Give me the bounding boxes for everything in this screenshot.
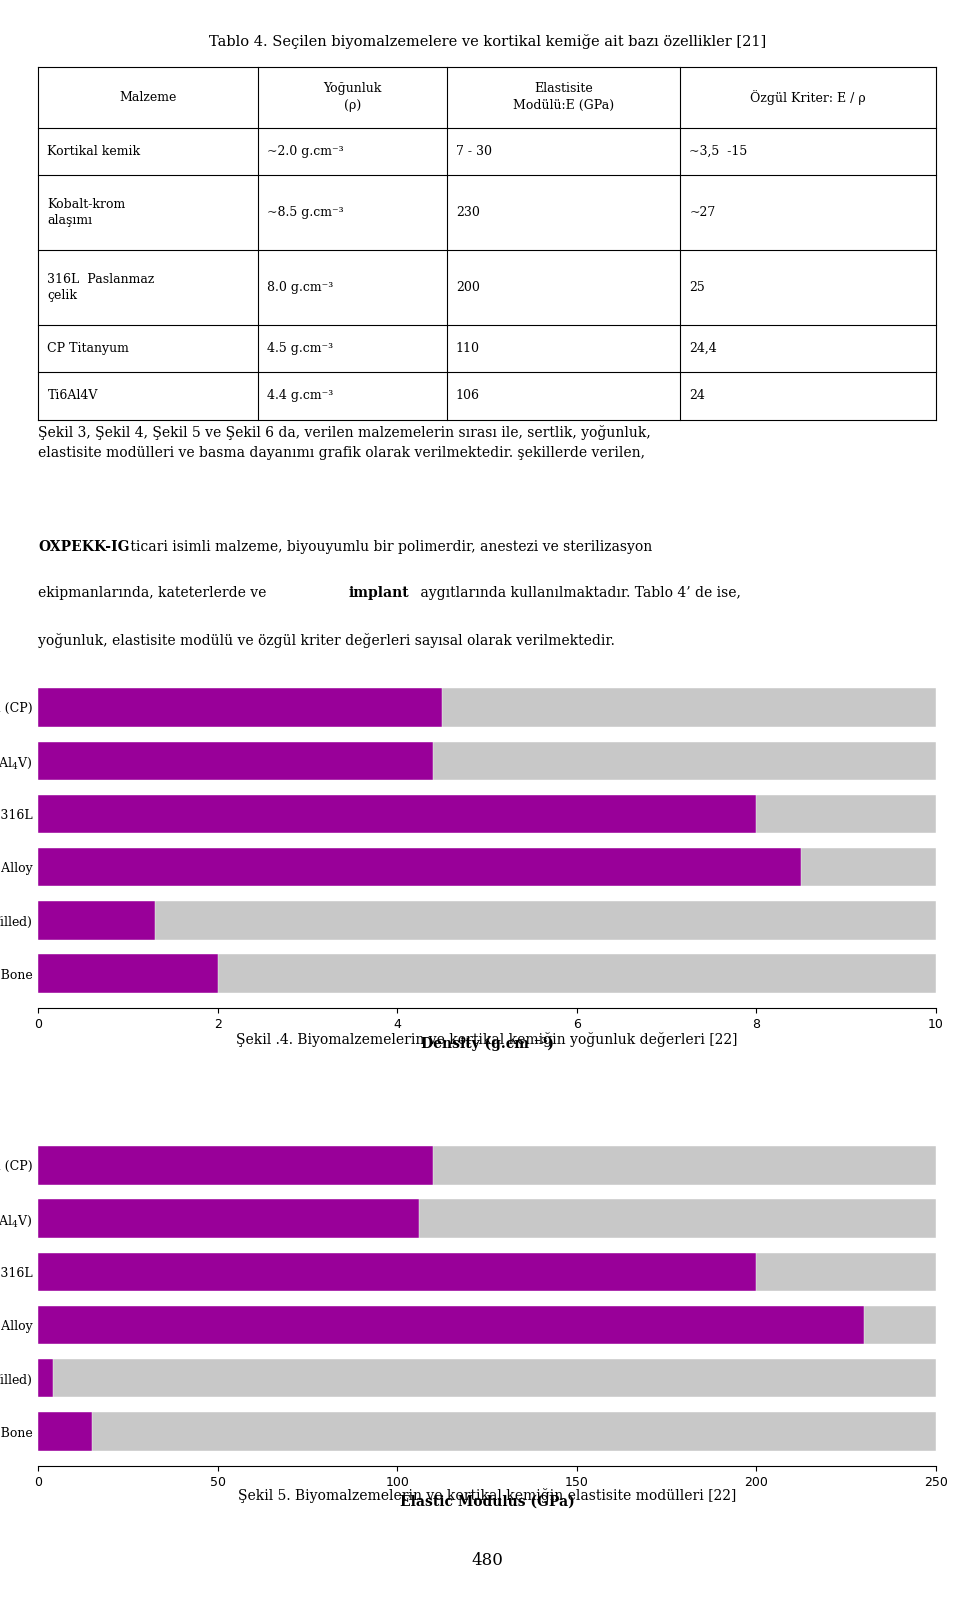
Bar — [38, 1252, 936, 1290]
Bar — [38, 795, 756, 834]
Bar — [38, 955, 218, 993]
Text: Şekil .4. Biyomalzemelerin ve kortikal kemiğin yoğunluk değerleri [22]: Şekil .4. Biyomalzemelerin ve kortikal k… — [236, 1032, 738, 1048]
Text: 24: 24 — [689, 390, 705, 402]
Bar — [38, 1412, 936, 1450]
Text: ticari isimli malzeme, biyouyumlu bir polimerdir, anestezi ve sterilizasyon: ticari isimli malzeme, biyouyumlu bir po… — [126, 540, 652, 554]
Text: 200: 200 — [456, 281, 480, 294]
Bar — [38, 1306, 864, 1345]
Bar — [38, 1199, 936, 1238]
Text: 110: 110 — [456, 342, 480, 355]
Text: 25: 25 — [689, 281, 705, 294]
Text: 230: 230 — [456, 206, 480, 219]
Text: Özgül Kriter: E / ρ: Özgül Kriter: E / ρ — [750, 89, 866, 105]
Text: Malzeme: Malzeme — [120, 91, 177, 104]
Bar — [38, 1199, 419, 1238]
Text: 4.5 g.cm⁻³: 4.5 g.cm⁻³ — [267, 342, 333, 355]
Text: yoğunluk, elastisite modülü ve özgül kriter değerleri sayısal olarak verilmekted: yoğunluk, elastisite modülü ve özgül kri… — [38, 632, 615, 647]
Text: Tablo 4. Seçilen biyomalzemelere ve kortikal kemiğe ait bazı özellikler [21]: Tablo 4. Seçilen biyomalzemelere ve kort… — [208, 34, 766, 50]
Text: Kortikal kemik: Kortikal kemik — [47, 145, 140, 158]
Bar — [38, 688, 936, 727]
Text: 8.0 g.cm⁻³: 8.0 g.cm⁻³ — [267, 281, 333, 294]
Bar — [38, 688, 443, 727]
Bar — [38, 848, 802, 886]
Bar — [38, 955, 936, 993]
Text: ekipmanlarında, kateterlerde ve: ekipmanlarında, kateterlerde ve — [38, 586, 271, 600]
Text: 24,4: 24,4 — [689, 342, 717, 355]
X-axis label: Density (g.cm ⁻³): Density (g.cm ⁻³) — [420, 1036, 554, 1051]
Text: 316L  Paslanmaz
çelik: 316L Paslanmaz çelik — [47, 273, 155, 302]
Text: 7 - 30: 7 - 30 — [456, 145, 492, 158]
Bar — [38, 1306, 936, 1345]
Text: CP Titanyum: CP Titanyum — [47, 342, 130, 355]
Bar — [38, 901, 936, 939]
Text: 106: 106 — [456, 390, 480, 402]
Text: Şekil 3, Şekil 4, Şekil 5 ve Şekil 6 da, verilen malzemelerin sırası ile, sertli: Şekil 3, Şekil 4, Şekil 5 ve Şekil 6 da,… — [38, 425, 651, 460]
Bar — [38, 1359, 53, 1397]
Text: ~8.5 g.cm⁻³: ~8.5 g.cm⁻³ — [267, 206, 344, 219]
Text: 480: 480 — [471, 1552, 503, 1570]
Text: ~27: ~27 — [689, 206, 715, 219]
Text: aygıtlarında kullanılmaktadır. Tablo 4’ de ise,: aygıtlarında kullanılmaktadır. Tablo 4’ … — [417, 586, 741, 600]
Bar — [38, 1412, 92, 1450]
Text: Şekil 5. Biyomalzemelerin ve kortikal kemiğin elastisite modülleri [22]: Şekil 5. Biyomalzemelerin ve kortikal ke… — [238, 1488, 736, 1503]
Text: 4.4 g.cm⁻³: 4.4 g.cm⁻³ — [267, 390, 333, 402]
Text: Ti6Al4V: Ti6Al4V — [47, 390, 98, 402]
Text: ~3,5  -15: ~3,5 -15 — [689, 145, 748, 158]
Text: Kobalt-krom
alaşımı: Kobalt-krom alaşımı — [47, 198, 126, 227]
Bar — [38, 1147, 433, 1185]
Bar — [38, 1147, 936, 1185]
Text: Yoğunluk
(ρ): Yoğunluk (ρ) — [324, 83, 382, 112]
X-axis label: Elastic Modulus (GPa): Elastic Modulus (GPa) — [399, 1495, 575, 1508]
Bar — [38, 741, 433, 779]
Bar — [38, 1359, 936, 1397]
Text: ~2.0 g.cm⁻³: ~2.0 g.cm⁻³ — [267, 145, 344, 158]
Bar — [38, 1252, 756, 1290]
Text: implant: implant — [348, 586, 409, 600]
Text: OXPEKK-IG: OXPEKK-IG — [38, 540, 130, 554]
Bar — [38, 741, 936, 779]
Text: Elastisite
Modülü:E (GPa): Elastisite Modülü:E (GPa) — [513, 83, 614, 112]
Bar — [38, 795, 936, 834]
Bar — [38, 901, 156, 939]
Bar — [38, 848, 936, 886]
